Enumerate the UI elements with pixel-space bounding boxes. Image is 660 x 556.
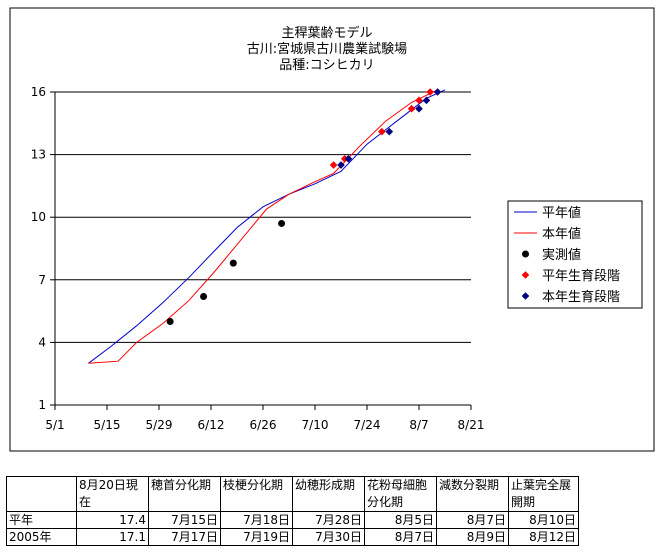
data-point-3 — [426, 88, 434, 96]
table-cell: 7月19日 — [220, 528, 293, 546]
series-line-1 — [88, 89, 438, 364]
table-header-cell — [6, 476, 77, 512]
data-point-3 — [378, 127, 386, 136]
x-tick-label: 5/15 — [94, 418, 121, 432]
table-cell: 8月5日 — [364, 511, 437, 529]
data-point-2 — [200, 292, 208, 300]
x-tick-label: 8/7 — [409, 418, 428, 432]
table-cell: 8月7日 — [364, 528, 437, 546]
data-point-2 — [166, 318, 174, 326]
y-tick-label: 1 — [38, 398, 46, 412]
table-cell: 8月12日 — [508, 528, 579, 546]
y-tick-label: 4 — [38, 335, 46, 349]
x-tick-label: 7/24 — [354, 418, 381, 432]
x-tick-label: 8/21 — [458, 418, 485, 432]
y-tick-label: 13 — [31, 148, 46, 162]
table-header-cell: 幼穂形成期 — [292, 476, 365, 512]
table-row: 2005年 17.1 7月17日 7月19日 7月30日 8月7日 8月9日 8月12日 — [6, 528, 579, 546]
legend-swatch — [522, 250, 529, 258]
x-tick-label: 5/1 — [45, 418, 64, 432]
title-line: 古川:宮城県古川農業試験場 — [247, 41, 407, 57]
legend-swatch — [521, 271, 530, 279]
table-cell: 8月10日 — [508, 511, 579, 529]
row-header-cell: 平年 — [6, 511, 77, 529]
data-point-2 — [229, 259, 237, 267]
legend-swatch — [521, 292, 530, 300]
growth-stage-table: 8月20日現在 穂首分化期 枝梗分化期 幼穂形成期 花粉母細胞分化期 減数分裂期 止葉完全展… — [6, 476, 579, 546]
table-cell: 17.1 — [76, 528, 149, 546]
row-header-cell: 2005年 — [6, 528, 77, 546]
table-cell: 7月17日 — [148, 528, 221, 546]
legend-label: 実測値 — [542, 247, 581, 263]
title-line: 品種:コシヒカリ — [279, 57, 374, 73]
table-cell: 7月30日 — [292, 528, 365, 546]
data-point-4 — [422, 96, 431, 105]
data-point-3 — [407, 104, 416, 113]
data-point-4 — [344, 154, 353, 163]
legend-label: 平年生育段階 — [542, 268, 620, 284]
table-header-cell: 花粉母細胞分化期 — [364, 476, 437, 512]
data-point-3 — [329, 161, 338, 169]
table-cell: 17.4 — [76, 511, 149, 529]
table-cell: 7月18日 — [220, 511, 293, 529]
legend-label: 本年値 — [542, 226, 581, 242]
series-line-0 — [88, 89, 446, 364]
table-header-cell: 穂首分化期 — [148, 476, 221, 512]
table-header-row: 8月20日現在 穂首分化期 枝梗分化期 幼穂形成期 花粉母細胞分化期 減数分裂期 止葉完全展… — [6, 476, 579, 512]
legend-label: 本年生育段階 — [542, 289, 620, 305]
legend-box — [507, 200, 643, 309]
data-point-4 — [433, 88, 442, 96]
table-header-cell: 減数分裂期 — [436, 476, 509, 512]
data-point-2 — [278, 219, 286, 227]
table-header-cell: 枝梗分化期 — [220, 476, 293, 512]
data-point-4 — [415, 104, 423, 113]
title-line: 主稈葉齢モデル — [281, 25, 372, 41]
x-tick-label: 6/26 — [250, 418, 277, 432]
table-cell: 7月15日 — [148, 511, 221, 529]
y-tick-label: 16 — [31, 85, 46, 99]
data-point-3 — [415, 96, 423, 105]
legend-label: 平年値 — [542, 205, 581, 221]
x-tick-label: 7/10 — [302, 418, 329, 432]
x-tick-label: 5/29 — [146, 418, 173, 432]
data-point-4 — [337, 161, 345, 169]
y-tick-label: 7 — [38, 273, 46, 287]
data-point-4 — [385, 127, 394, 136]
table-cell: 8月9日 — [436, 528, 509, 546]
table-header-cell: 止葉完全展開期 — [508, 476, 579, 512]
table-header-cell: 8月20日現在 — [76, 476, 149, 512]
plot-area: 1 4 7 10 13 16 5/1 5/15 5/29 6/12 6/26 7/10 7/24 8/7 8… — [31, 85, 485, 432]
x-tick-label: 6/12 — [198, 418, 225, 432]
table-cell: 8月7日 — [436, 511, 509, 529]
table-cell: 7月28日 — [292, 511, 365, 529]
table-row: 平年 17.4 7月15日 7月18日 7月28日 8月5日 8月7日 8月10日 — [6, 511, 579, 529]
y-tick-label: 10 — [31, 210, 46, 224]
